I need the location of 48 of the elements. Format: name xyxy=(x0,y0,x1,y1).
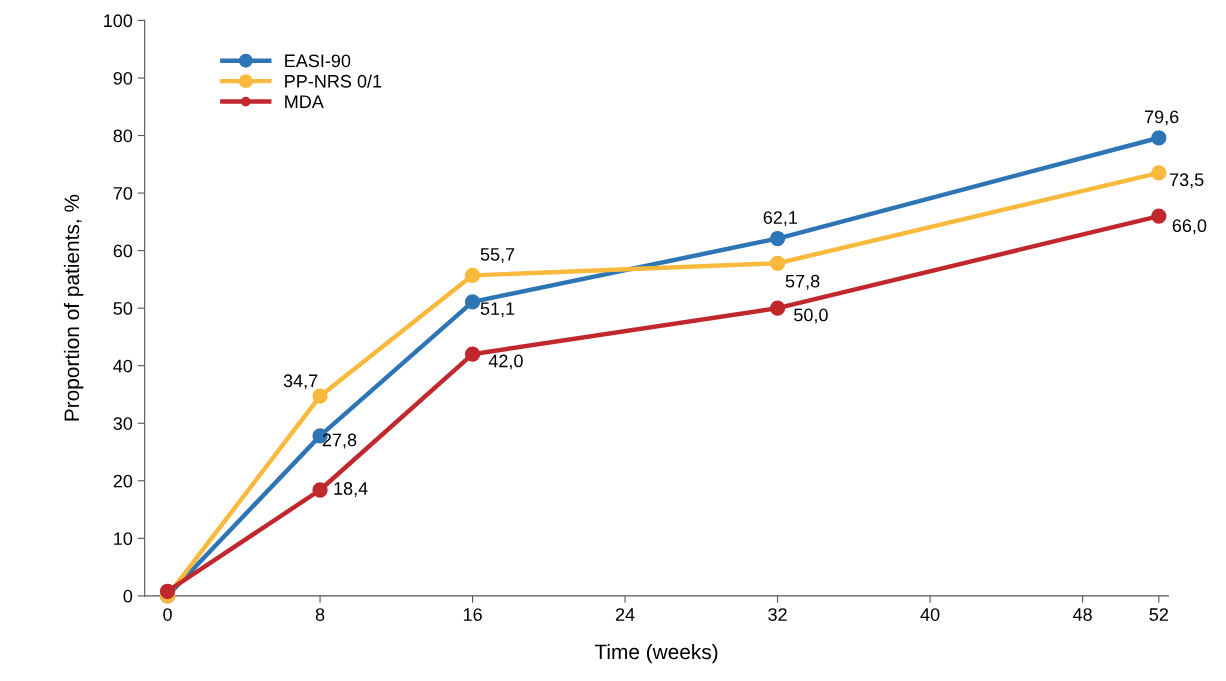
x-tick-label: 52 xyxy=(1149,608,1168,621)
legend-label: PP-NRS 0/1 xyxy=(285,74,382,88)
point xyxy=(769,230,786,247)
x-tick-label: 32 xyxy=(768,608,787,621)
x-tick-label: 16 xyxy=(463,608,482,621)
y-tick-label: 10 xyxy=(114,532,133,546)
legend-label: MDA xyxy=(285,95,324,108)
data-label: 18,4 xyxy=(334,482,368,497)
point xyxy=(464,346,481,362)
y-tick-label: 80 xyxy=(113,129,133,143)
data-label: 27,8 xyxy=(322,433,357,449)
y-tick-label: 70 xyxy=(113,187,133,200)
point xyxy=(312,388,328,404)
y-tick-label: 40 xyxy=(113,359,133,373)
point xyxy=(312,482,328,498)
point xyxy=(464,294,481,310)
point xyxy=(159,583,176,599)
point xyxy=(1151,130,1167,146)
data-label: 55,7 xyxy=(480,248,515,263)
legend-label: EASI-90 xyxy=(285,54,351,68)
y-tick-label: 0 xyxy=(123,589,133,603)
x-tick-label: 40 xyxy=(920,608,940,621)
data-label: 42,0 xyxy=(488,354,523,370)
y-tick-label: 20 xyxy=(113,474,133,488)
x-tick-label: 48 xyxy=(1072,608,1092,621)
point xyxy=(1151,208,1167,224)
y-tick-label: 30 xyxy=(113,417,133,430)
y-tick-label: 90 xyxy=(113,71,133,85)
data-label: 57,8 xyxy=(785,274,820,290)
x-tick-label: 24 xyxy=(615,608,635,621)
data-label: 62,1 xyxy=(763,211,798,227)
data-label: 50,0 xyxy=(794,308,828,324)
x-tick-label: 0 xyxy=(163,608,172,621)
x-tick-label: 8 xyxy=(315,608,325,621)
data-label: 34,7 xyxy=(283,374,318,390)
y-tick-label: 60 xyxy=(113,244,133,258)
y-axis-title: Proportion of patients, % xyxy=(63,194,84,421)
point xyxy=(464,267,481,283)
data-label: 66,0 xyxy=(1172,219,1207,235)
x-axis-title: Time (weeks) xyxy=(594,643,718,664)
data-label: 73,5 xyxy=(1169,173,1204,189)
data-label: 79,6 xyxy=(1144,110,1179,126)
y-tick-label: 50 xyxy=(113,302,133,315)
point xyxy=(1151,165,1167,181)
point xyxy=(769,300,786,316)
point xyxy=(769,255,786,271)
y-tick-label: 100 xyxy=(104,14,133,28)
data-label: 51,1 xyxy=(480,302,515,318)
